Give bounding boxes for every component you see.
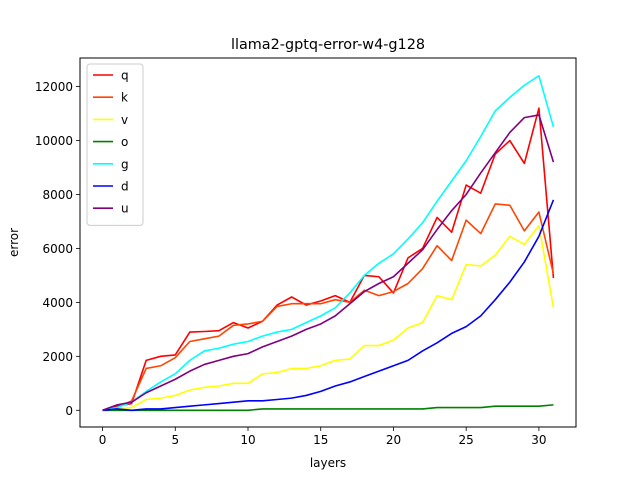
legend-label-g: g [121,157,129,171]
y-tick-label: 4000 [42,296,73,310]
series-line-o [102,404,554,412]
series-line-g [102,75,555,412]
plot-frame [79,57,577,428]
legend-label-k: k [121,91,128,105]
legend-label-d: d [121,180,129,194]
y-tick-label: 8000 [42,188,73,202]
y-tick-label: 6000 [42,242,73,256]
x-tick-label: 10 [240,433,255,447]
y-tick-label: 10000 [35,134,73,148]
series-line-v [102,224,555,412]
series-line-d [102,199,555,412]
y-axis-label: error [7,228,21,257]
y-axis-ticks: 0 2000 4000 6000 8000 10000 12000 [35,80,80,418]
plot-area [80,58,576,427]
x-axis-ticks: 0 5 10 15 20 25 30 [99,427,547,447]
x-tick-label: 0 [99,433,107,447]
series-line-u [102,114,555,412]
y-tick-label: 12000 [35,80,73,94]
chart-title: llama2-gptq-error-w4-g128 [231,37,425,53]
series-line-k [102,203,555,412]
legend-label-o: o [121,135,128,149]
legend-box [86,63,144,226]
x-tick-label: 30 [531,433,546,447]
x-tick-label: 15 [313,433,328,447]
x-tick-label: 25 [459,433,474,447]
legend-label-u: u [121,202,129,216]
x-tick-label: 20 [386,433,401,447]
y-tick-label: 0 [65,404,73,418]
series-line-q [102,107,555,412]
series-layer [102,75,555,412]
legend-label-v: v [121,113,128,127]
y-tick-label: 2000 [42,350,73,364]
x-tick-label: 5 [171,433,179,447]
legend-label-q: q [121,69,129,83]
x-axis-label: layers [310,456,346,470]
